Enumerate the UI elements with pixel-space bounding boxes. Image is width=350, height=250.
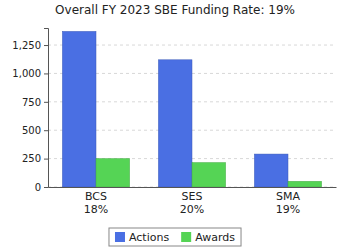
y-tick-mark	[44, 130, 48, 131]
y-tick-mark	[44, 73, 48, 74]
x-tick-label: BCS18%	[84, 190, 108, 216]
y-tick: 0	[35, 182, 48, 193]
x-tick-label-line: 19%	[276, 203, 300, 216]
y-tick-mark	[44, 187, 48, 188]
bars	[62, 31, 321, 187]
x-axis: BCS18% SES20% SMA19%	[49, 187, 337, 216]
y-tick-label: 0	[35, 182, 41, 193]
y-tick: 1,250	[12, 40, 48, 51]
legend-swatch	[181, 232, 191, 242]
x-axis-line	[49, 187, 337, 188]
legend-label: Awards	[195, 231, 235, 244]
plot: 0 250 500 750 1,000 1,250 BCS18% SES20% SMA19%	[12, 29, 336, 216]
x-tick-label-line: 18%	[84, 203, 108, 216]
x-tick-label-line: BCS	[85, 190, 107, 203]
bar	[96, 159, 130, 187]
y-tick-label: 250	[22, 153, 41, 164]
x-tick-label-line: 20%	[180, 203, 204, 216]
chart-container: Overall FY 2023 SBE Funding Rate: 19% 0 25…	[0, 0, 350, 250]
bar-series	[62, 31, 288, 187]
y-axis-line	[44, 29, 49, 188]
y-tick-label: 1,250	[12, 40, 41, 51]
x-tick: BCS18%	[84, 187, 108, 216]
x-tick-label-line: SES	[182, 190, 203, 203]
y-tick-mark	[44, 102, 48, 103]
x-tick: SES20%	[180, 187, 204, 216]
legend-box	[109, 228, 241, 246]
bar	[62, 31, 96, 187]
chart-title: Overall FY 2023 SBE Funding Rate: 19%	[55, 3, 295, 17]
bar	[254, 154, 288, 187]
y-tick-mark	[44, 159, 48, 160]
legend: Actions Awards	[109, 228, 241, 246]
y-tick-label: 750	[22, 97, 41, 108]
x-tick-label: SMA19%	[276, 190, 301, 216]
bar	[158, 60, 192, 187]
y-axis: 0 250 500 750 1,000 1,250	[12, 29, 48, 193]
x-tick: SMA19%	[276, 187, 301, 216]
y-tick: 500	[22, 125, 48, 136]
bar	[192, 163, 226, 187]
y-tick: 750	[22, 97, 48, 108]
y-tick: 1,000	[12, 68, 48, 79]
x-tick-label-line: SMA	[276, 190, 300, 203]
y-tick-label: 500	[22, 125, 41, 136]
y-tick: 250	[22, 153, 48, 164]
chart-svg: Overall FY 2023 SBE Funding Rate: 19% 0 25…	[0, 0, 350, 250]
bar-series	[96, 159, 322, 187]
bar	[288, 181, 322, 187]
legend-swatch	[115, 232, 125, 242]
y-tick-label: 1,000	[12, 68, 41, 79]
y-tick-mark	[44, 45, 48, 46]
x-tick-label: SES20%	[180, 190, 204, 216]
legend-label: Actions	[129, 231, 169, 244]
